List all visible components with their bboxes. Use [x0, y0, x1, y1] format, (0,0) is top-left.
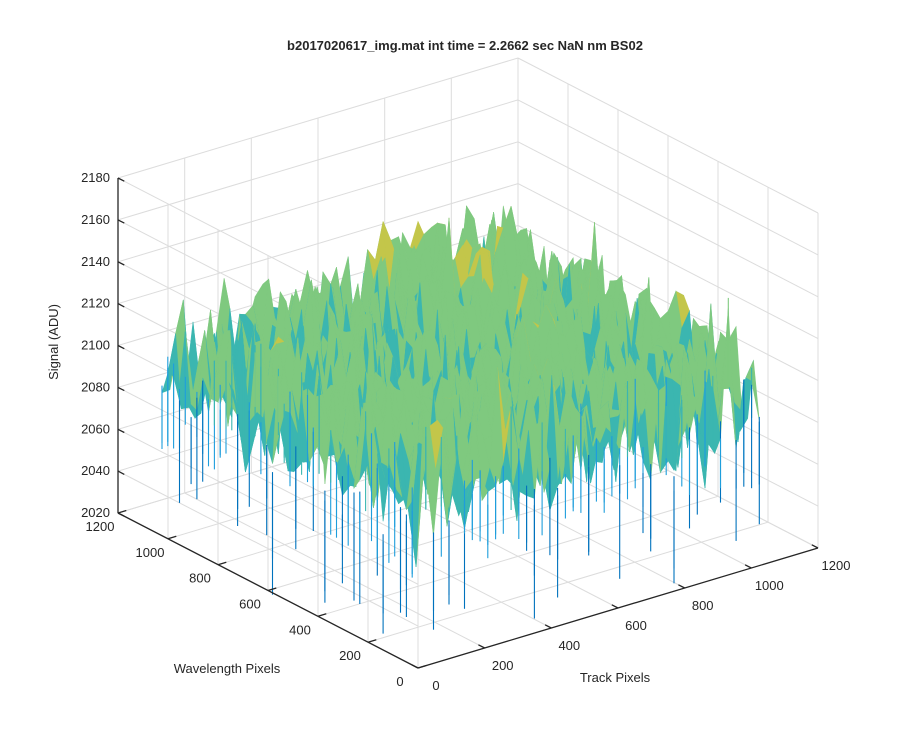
tick-labels: 0 200 400 600 800 1000 1200 0 200 400 600 800 1000 12…	[81, 170, 850, 693]
z-tick-mark	[117, 344, 125, 350]
axes	[117, 177, 819, 669]
x-tick-label: 400	[558, 638, 580, 653]
x-tick-label: 0	[432, 678, 439, 693]
x-tick-label: 800	[692, 598, 714, 613]
z-tick-mark	[117, 512, 125, 517]
z-tick-mark	[117, 177, 125, 182]
y-tick-mark	[167, 535, 177, 540]
z-tick-label: 2160	[81, 212, 110, 227]
grid-line	[517, 141, 819, 298]
chart-title: b2017020617_img.mat int time = 2.2662 se…	[287, 38, 643, 53]
grid-line	[517, 57, 819, 214]
grid-line	[517, 225, 819, 381]
z-tick-mark	[117, 219, 125, 224]
grid-line	[117, 99, 519, 221]
grid-line	[117, 57, 519, 179]
x-tick-label: 1200	[822, 558, 851, 573]
y-tick-mark	[117, 509, 127, 514]
grid-line	[117, 183, 519, 305]
z-tick-mark	[117, 470, 125, 475]
z-tick-label: 2100	[81, 338, 110, 353]
grid-line	[267, 470, 669, 591]
z-tick-label: 2180	[81, 170, 110, 185]
y-tick-label: 600	[239, 597, 261, 612]
grid-line	[517, 99, 819, 256]
x-tick-label: 600	[625, 618, 647, 633]
grid-line	[117, 141, 519, 263]
grid-line	[317, 495, 719, 617]
x-tick-mark	[611, 604, 619, 609]
z-tick-label: 2040	[81, 463, 110, 478]
x-tick-label: 1000	[755, 578, 784, 593]
x-tick-mark	[678, 584, 685, 589]
surface-cell	[411, 425, 427, 501]
y-tick-mark	[217, 561, 227, 566]
y-tick-label: 200	[339, 648, 361, 663]
x-tick-mark	[478, 644, 485, 649]
z-tick-mark	[117, 428, 125, 434]
z-tick-label: 2020	[81, 505, 110, 520]
x-tick-mark	[411, 664, 419, 669]
x-axis-label: Track Pixels	[580, 670, 651, 685]
z-tick-mark	[117, 303, 125, 308]
y-tick-label: 1000	[136, 545, 165, 560]
x-tick-mark	[544, 624, 552, 629]
z-tick-mark	[117, 386, 125, 392]
y-tick-mark	[267, 587, 277, 592]
z-axis-label: Signal (ADU)	[46, 304, 61, 380]
z-tick-label: 2080	[81, 379, 110, 394]
y-tick-label: 800	[189, 571, 211, 586]
z-tick-label: 2060	[81, 421, 110, 436]
surface-mesh	[161, 205, 760, 634]
x-tick-label: 200	[492, 658, 514, 673]
y-tick-mark	[417, 664, 427, 669]
y-tick-label: 1200	[86, 519, 115, 534]
y-axis-label: Wavelength Pixels	[174, 661, 281, 676]
y-tick-mark	[367, 639, 377, 643]
z-tick-label: 2140	[81, 254, 110, 269]
grid-line	[367, 521, 769, 643]
z-tick-mark	[117, 261, 125, 266]
y-tick-label: 0	[396, 674, 403, 689]
y-tick-mark	[317, 613, 327, 617]
z-tick-label: 2120	[81, 296, 110, 311]
y-tick-label: 400	[289, 622, 311, 637]
grid-line	[517, 183, 819, 340]
x-tick-mark	[744, 564, 752, 569]
x-tick-mark	[811, 544, 819, 549]
